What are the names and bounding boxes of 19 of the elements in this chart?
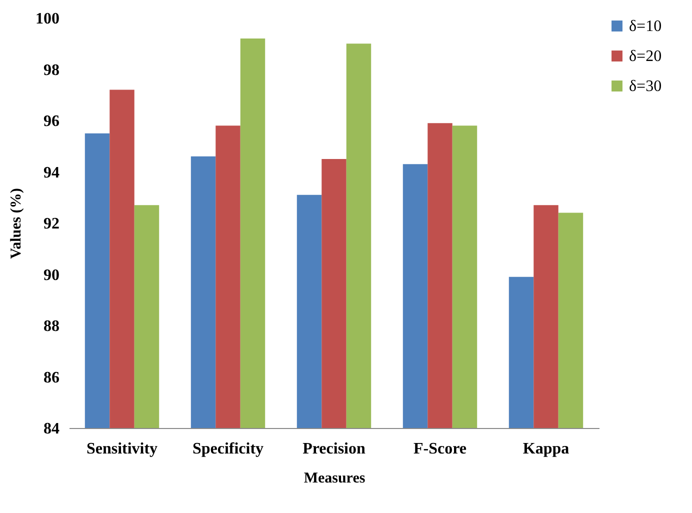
legend-label: δ=10	[629, 18, 662, 35]
y-tick-label: 94	[44, 164, 60, 182]
legend-label: δ=20	[629, 48, 662, 65]
y-tick-label: 100	[36, 10, 60, 28]
y-axis-title: Values (%)	[8, 188, 24, 259]
legend-label: δ=30	[629, 78, 662, 95]
y-tick-label: 90	[44, 266, 60, 284]
x-axis-title: Measures	[304, 470, 366, 486]
y-tick-label: 92	[44, 216, 60, 232]
y-tick-label: 98	[44, 62, 60, 79]
y-tick-label: 96	[44, 113, 60, 130]
x-tick-label: F-Score	[413, 440, 467, 458]
x-tick-label: Precision	[302, 440, 366, 458]
y-tick-label: 88	[44, 318, 60, 335]
x-tick-label: Kappa	[522, 440, 570, 458]
x-tick-label: Specificity	[192, 440, 264, 458]
y-tick-label: 86	[44, 369, 60, 386]
x-tick-label: Sensitivity	[86, 440, 158, 458]
y-tick-label: 84	[44, 420, 60, 438]
